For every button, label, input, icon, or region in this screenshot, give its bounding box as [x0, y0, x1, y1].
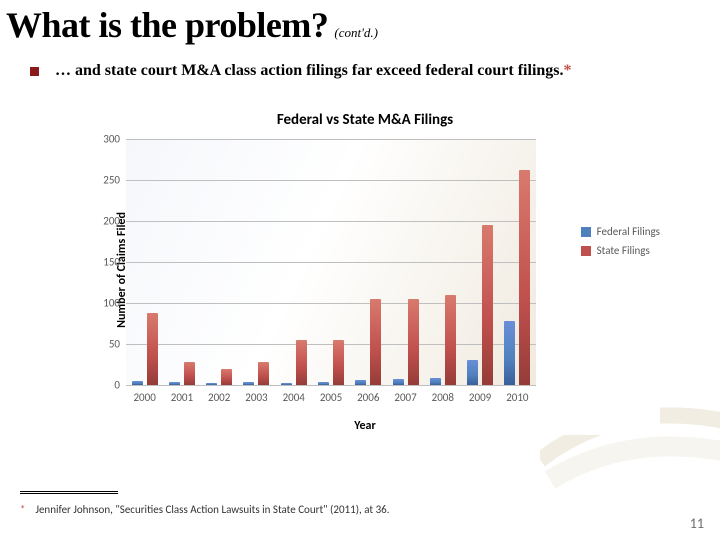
bar-federal: [243, 382, 254, 385]
chart: Federal vs State M&A Filings Number of C…: [70, 105, 660, 435]
gridline: [126, 221, 536, 222]
ytick-label: 0: [114, 379, 120, 392]
bar-federal: [281, 383, 292, 385]
gridline: [126, 344, 536, 345]
bar-state: [519, 170, 530, 385]
chart-title: Federal vs State M&A Filings: [70, 111, 660, 129]
gridline: [126, 385, 536, 386]
legend-item-state: State Filings: [581, 244, 660, 257]
footnote-separator: [20, 491, 118, 492]
bar-state: [408, 299, 419, 385]
legend-swatch-state: [581, 246, 591, 256]
legend-label-state: State Filings: [597, 244, 650, 257]
ytick-label: 300: [103, 133, 120, 146]
bullet-row: … and state court M&A class action filin…: [30, 62, 700, 80]
bullet-text: … and state court M&A class action filin…: [55, 62, 572, 80]
xtick-label: 2009: [469, 391, 491, 404]
bar-federal: [393, 379, 404, 385]
ytick-label: 150: [103, 256, 120, 269]
gridline: [126, 139, 536, 140]
footnote: * Jennifer Johnson, "Securities Class Ac…: [20, 503, 390, 516]
gridline: [126, 180, 536, 181]
slide: What is the problem? (cont'd.) … and sta…: [0, 0, 720, 540]
title-row: What is the problem? (cont'd.): [6, 4, 714, 46]
gridline: [126, 303, 536, 304]
xtick-label: 2007: [394, 391, 416, 404]
ytick-label: 50: [109, 338, 120, 351]
plot-area: 0501001502002503002000200120022003200420…: [126, 139, 536, 385]
bar-state: [258, 362, 269, 385]
bar-federal: [318, 382, 329, 385]
chart-xlabel: Year: [70, 419, 660, 433]
footnote-asterisk: *: [20, 503, 25, 516]
xtick-label: 2003: [245, 391, 267, 404]
ytick-label: 100: [103, 297, 120, 310]
bar-federal: [169, 382, 180, 385]
xtick-label: 2002: [208, 391, 230, 404]
bullet-icon: [30, 67, 39, 76]
title-contd: (cont'd.): [334, 25, 378, 41]
bar-state: [147, 313, 158, 385]
legend-item-federal: Federal Filings: [581, 225, 660, 238]
bar-state: [370, 299, 381, 385]
ytick-label: 200: [103, 215, 120, 228]
xtick-label: 2008: [432, 391, 454, 404]
gridline: [126, 262, 536, 263]
xtick-label: 2005: [320, 391, 342, 404]
page-number: 11: [690, 515, 704, 532]
bullet-text-content: … and state court M&A class action filin…: [55, 62, 564, 79]
bar-federal: [467, 360, 478, 385]
bar-federal: [206, 383, 217, 385]
bar-state: [184, 362, 195, 385]
bar-state: [482, 225, 493, 385]
legend-label-federal: Federal Filings: [597, 225, 660, 238]
bar-federal: [355, 380, 366, 385]
bar-state: [221, 369, 232, 385]
xtick-label: 2000: [133, 391, 155, 404]
xtick-label: 2006: [357, 391, 379, 404]
footnote-separator: [20, 493, 118, 494]
xtick-label: 2004: [283, 391, 305, 404]
bullet-asterisk: *: [564, 62, 572, 79]
bar-state: [445, 295, 456, 385]
bar-federal: [132, 381, 143, 385]
legend: Federal Filings State Filings: [581, 225, 660, 263]
footnote-text: Jennifer Johnson, "Securities Class Acti…: [35, 503, 389, 516]
bar-state: [296, 340, 307, 385]
xtick-label: 2010: [506, 391, 528, 404]
bar-state: [333, 340, 344, 385]
bar-federal: [504, 321, 515, 385]
xtick-label: 2001: [171, 391, 193, 404]
bar-federal: [430, 378, 441, 385]
ytick-label: 250: [103, 174, 120, 187]
legend-swatch-federal: [581, 227, 591, 237]
page-title: What is the problem?: [6, 4, 328, 46]
